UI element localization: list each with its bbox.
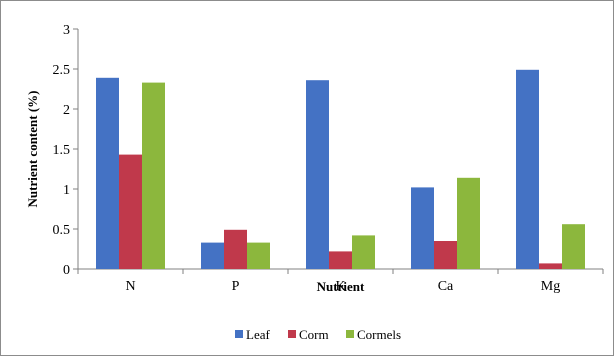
x-axis-title: Nutrient <box>317 279 365 294</box>
y-tick-label: 2 <box>63 103 70 118</box>
bar-cormels-ca <box>457 177 480 269</box>
bar-cormels-p <box>247 242 270 269</box>
x-tick-label: K <box>335 279 345 294</box>
bar-leaf-ca <box>411 187 434 269</box>
y-axis-title: Nutrient content (%) <box>25 91 40 208</box>
x-tick-label: Ca <box>438 279 454 294</box>
y-tick-label: 0 <box>63 263 70 278</box>
legend-swatch-corm <box>288 330 296 338</box>
bar-leaf-p <box>201 242 224 269</box>
bar-cormels-mg <box>562 224 585 269</box>
x-tick-label: Mg <box>541 279 560 294</box>
legend-label-leaf: Leaf <box>246 327 270 342</box>
bar-corm-k <box>329 251 352 269</box>
bar-corm-p <box>224 229 247 269</box>
legend-swatch-leaf <box>235 330 243 338</box>
bars <box>96 69 585 269</box>
bar-corm-n <box>119 154 142 269</box>
bar-leaf-n <box>96 77 119 269</box>
legend-swatch-cormels <box>346 330 354 338</box>
legend-label-cormels: Cormels <box>357 327 401 342</box>
bar-corm-ca <box>434 241 457 269</box>
bar-corm-mg <box>539 263 562 269</box>
y-tick-label: 1.5 <box>53 143 71 158</box>
bar-cormels-n <box>142 82 165 269</box>
bar-leaf-k <box>306 80 329 269</box>
legend: Leaf Corm Cormels <box>235 327 401 342</box>
legend-label-corm: Corm <box>299 327 329 342</box>
y-tick-label: 2.5 <box>53 63 71 78</box>
y-tick-label: 1 <box>63 183 70 198</box>
bar-leaf-mg <box>516 69 539 269</box>
x-tick-label: P <box>232 279 240 294</box>
y-tick-labels: 0 0.5 1 1.5 2 2.5 3 <box>53 23 71 278</box>
bar-cormels-k <box>352 235 375 269</box>
x-tick-labels: N P K Ca Mg <box>125 279 560 294</box>
y-tick-label: 3 <box>63 23 70 38</box>
x-tick-label: N <box>125 279 135 294</box>
y-tick-label: 0.5 <box>53 223 71 238</box>
